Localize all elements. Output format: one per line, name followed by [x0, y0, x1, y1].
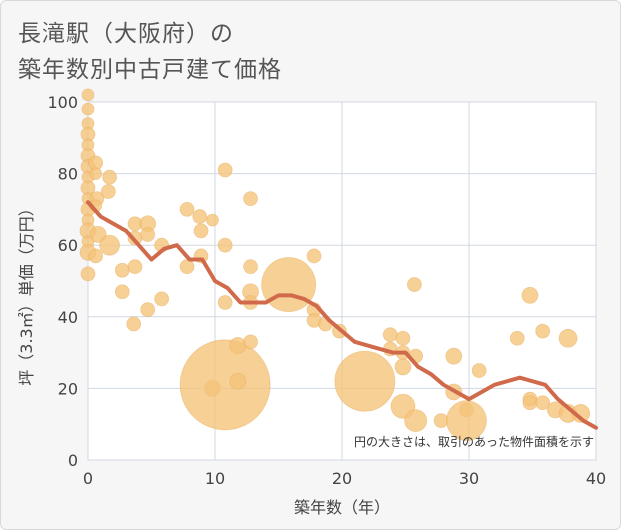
bubble-33	[140, 302, 156, 318]
bubble-44	[217, 237, 233, 253]
bubble-25	[114, 262, 130, 278]
bubble-67	[406, 277, 422, 292]
bubble-45	[217, 295, 233, 310]
bubble-36	[179, 201, 195, 217]
title-line-2: 築年数別中古戸建て価格	[18, 57, 282, 83]
bubble-0	[81, 88, 95, 102]
y-tick-labels: 0 20 40 60 80 100	[47, 93, 78, 470]
bubble-49	[243, 191, 258, 207]
bubble-77	[521, 286, 539, 304]
bubble-size-note: 円の大きさは、取引のあった物件面積を示す	[354, 434, 594, 449]
x-tick-label: 0	[83, 469, 93, 488]
bubble-83	[558, 328, 578, 348]
chart-title: 長滝駅（大阪府）の 築年数別中古戸建て価格	[18, 16, 282, 88]
bubble-70	[433, 413, 449, 429]
bubble-80	[535, 323, 551, 339]
bubble-69	[404, 409, 428, 433]
bubble-53	[243, 334, 258, 350]
y-tick-label: 60	[58, 236, 78, 255]
bubble-79	[522, 395, 538, 411]
title-line-1: 長滝駅（大阪府）の	[18, 21, 234, 47]
bubble-54	[261, 257, 317, 312]
bubble-15	[80, 266, 96, 282]
bubble-74	[446, 400, 487, 442]
x-tick-labels: 0 10 20 30 40	[83, 469, 606, 488]
y-tick-label: 20	[58, 379, 78, 398]
bubble-75	[471, 363, 487, 378]
y-tick-label: 80	[58, 165, 78, 184]
bubble-24	[99, 234, 120, 256]
x-tick-label: 30	[459, 469, 479, 488]
bubble-26	[114, 284, 130, 300]
y-axis-label: 坪（3.3㎡）単価（万円）	[17, 200, 36, 385]
bubble-81	[535, 395, 551, 411]
bubble-38	[192, 209, 208, 224]
bubble-71	[445, 347, 463, 365]
bubble-50	[243, 259, 258, 275]
y-tick-label: 100	[47, 93, 78, 112]
x-tick-label: 20	[332, 469, 352, 488]
x-tick-label: 40	[586, 469, 606, 488]
bubble-17	[89, 167, 103, 181]
bubble-63	[395, 330, 411, 346]
bubble-1	[81, 102, 95, 116]
bubble-29	[127, 259, 143, 275]
bubble-46	[179, 339, 271, 431]
y-tick-label: 0	[68, 451, 78, 470]
bubble-61	[382, 327, 398, 343]
bubble-32	[140, 227, 156, 242]
bubble-76	[509, 330, 525, 346]
trend-line	[86, 200, 598, 430]
x-tick-label: 10	[205, 469, 225, 488]
bubble-23	[100, 184, 116, 199]
y-tick-label: 40	[58, 308, 78, 327]
bubble-41	[206, 213, 219, 227]
bubble-37	[179, 259, 195, 275]
bubble-35	[154, 291, 170, 307]
bubble-21	[88, 248, 104, 264]
bubble-30	[126, 316, 142, 332]
bubble-22	[102, 169, 117, 185]
bubble-39	[193, 223, 209, 239]
x-axis-label: 築年数（年）	[294, 498, 390, 517]
bubble-48	[229, 372, 247, 390]
bubble-43	[217, 162, 233, 178]
bubble-65	[394, 358, 412, 376]
bubble-60	[334, 350, 396, 412]
bubble-55	[306, 248, 322, 264]
